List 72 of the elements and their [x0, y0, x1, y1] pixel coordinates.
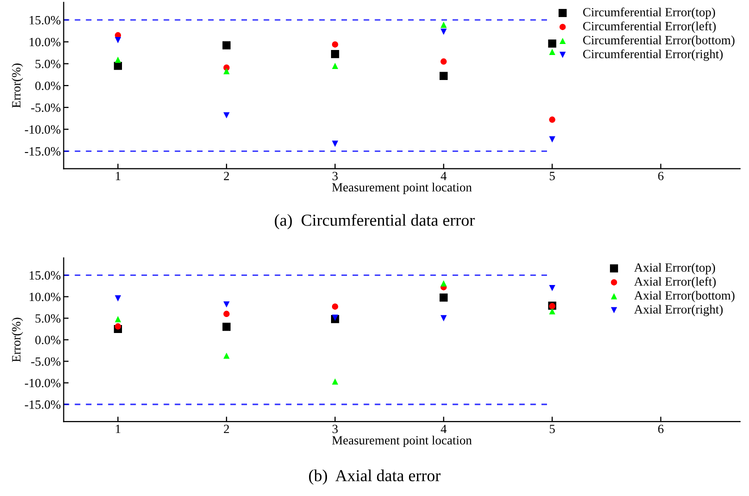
text: (b) Axial data error — [309, 470, 441, 485]
point — [332, 303, 338, 310]
point — [222, 322, 231, 331]
y-tick-label: 10.0% — [30, 38, 60, 46]
point — [332, 140, 338, 147]
x-tick-label: 3 — [332, 424, 338, 434]
y-tick-label: -5.0% — [31, 357, 60, 366]
point — [114, 56, 122, 63]
x-tick-label: 4 — [440, 172, 447, 180]
legend-label: Circumferential Error(right) — [583, 49, 723, 61]
y-tick-label: -15.0% — [24, 147, 60, 156]
point — [440, 58, 447, 65]
point — [223, 310, 230, 318]
legend-label: Axial Error(left) — [634, 276, 716, 288]
point — [332, 62, 338, 69]
point — [440, 280, 447, 286]
y-axis-title: Error(%) — [12, 64, 24, 108]
x-tick-label: 3 — [332, 172, 338, 180]
x-axis-title: Measurement point location — [332, 436, 472, 448]
text: (a) Circumferential data error — [274, 214, 475, 230]
x-axis-title: Measurement point location — [332, 182, 472, 194]
y-axis-title: Error(%) — [12, 318, 24, 362]
point — [223, 68, 230, 74]
point — [440, 294, 448, 302]
point — [332, 378, 338, 385]
x-tick-label: 1 — [116, 172, 120, 180]
y-tick-label: 5.0% — [36, 60, 60, 68]
x-tick-label: 5 — [550, 172, 555, 180]
point — [549, 116, 556, 123]
y-tick-label: 0.0% — [35, 336, 60, 344]
y-tick-label: 0.0% — [35, 82, 60, 90]
point — [114, 323, 122, 330]
point — [440, 315, 447, 322]
legend-label: Axial Error(bottom) — [634, 290, 734, 302]
point — [332, 314, 338, 321]
point — [223, 352, 230, 359]
legend-label: Circumferential Error(bottom) — [583, 35, 734, 47]
point — [549, 308, 556, 314]
y-tick-label: 10.0% — [30, 292, 60, 302]
point — [114, 295, 122, 302]
point — [549, 136, 556, 142]
y-tick-label: -15.0% — [24, 400, 60, 409]
x-tick-label: 2 — [224, 424, 229, 434]
legend-label: Circumferential Error(top) — [583, 7, 716, 19]
legend-label: Circumferential Error(left) — [583, 21, 716, 33]
point — [114, 36, 122, 44]
x-tick-label: 2 — [224, 172, 229, 180]
point — [331, 50, 340, 58]
point — [440, 22, 447, 28]
x-tick-label: 1 — [116, 424, 120, 434]
y-tick-label: 15.0% — [30, 16, 60, 24]
point — [223, 301, 230, 308]
point — [549, 48, 556, 55]
y-tick-label: -5.0% — [31, 103, 60, 112]
legend-label: Axial Error(top) — [634, 262, 716, 274]
y-tick-label: 15.0% — [30, 271, 60, 280]
y-tick-label: -10.0% — [24, 125, 60, 134]
y-tick-label: 5.0% — [36, 314, 60, 323]
point — [549, 284, 556, 292]
point — [332, 41, 338, 48]
legend-label: Axial Error(right) — [634, 304, 723, 316]
x-tick-label: 5 — [550, 424, 555, 434]
point — [223, 112, 230, 118]
point — [548, 40, 556, 48]
y-tick-label: -10.0% — [24, 378, 60, 388]
x-tick-label: 6 — [658, 172, 664, 180]
x-tick-label: 6 — [658, 424, 664, 434]
x-tick-label: 4 — [440, 424, 447, 434]
point — [222, 41, 231, 50]
point — [440, 72, 448, 80]
point — [440, 28, 447, 35]
point — [114, 316, 122, 322]
